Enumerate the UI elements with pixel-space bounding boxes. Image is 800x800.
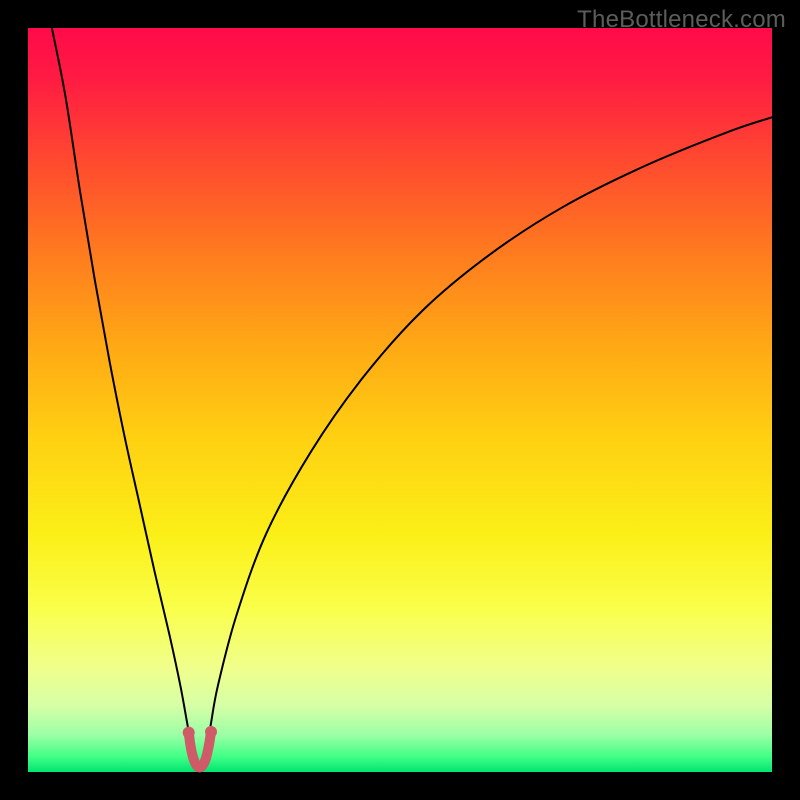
chart-background <box>28 28 772 772</box>
bottleneck-chart <box>0 0 800 800</box>
